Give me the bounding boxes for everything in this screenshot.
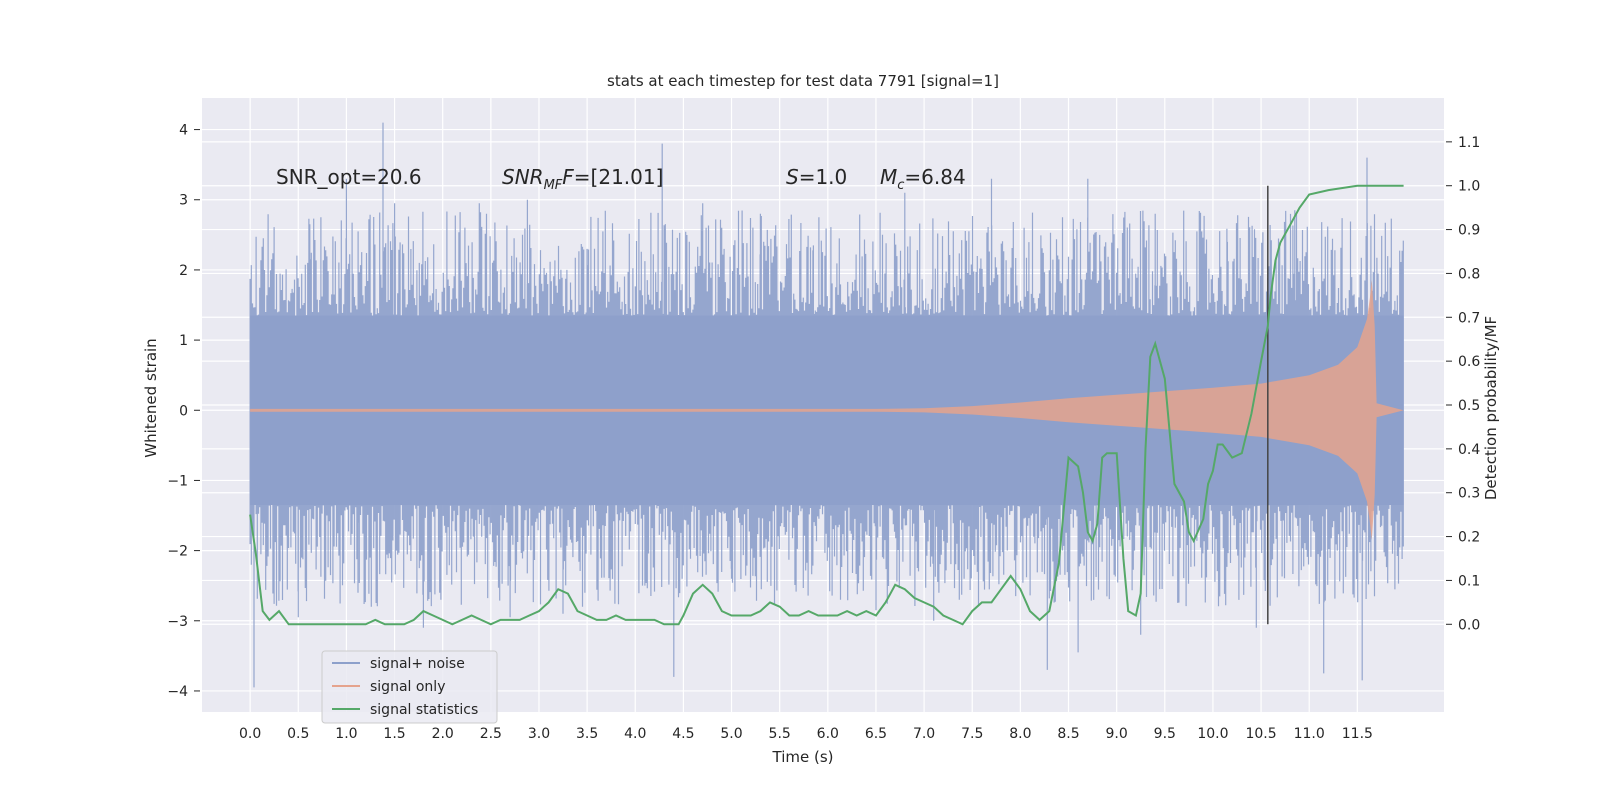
x-tick-label: 11.5 [1342,726,1373,742]
y-tick-label: 1 [179,333,188,349]
x-axis-ticks: 0.0 0.5 1.0 1.5 2.0 2.5 3.0 3.5 4.0 4.5 5.0 5.5 6.0 6… [239,726,1373,742]
x-tick-label: 8.0 [1009,726,1031,742]
annotation-s: S=1.0 [786,165,847,189]
y-right-tick-label: 0.4 [1458,442,1480,458]
y-right-tick-label: 0.8 [1458,266,1480,282]
x-tick-label: 4.5 [672,726,694,742]
x-tick-label: 2.0 [432,726,454,742]
x-tick-label: 6.5 [865,726,887,742]
x-tick-label: 1.5 [383,726,405,742]
x-axis-title: Time (s) [772,748,834,766]
y-right-tick-label: 0.9 [1458,223,1480,239]
y-axis-title: Whitened strain [142,338,160,457]
x-tick-label: 4.0 [624,726,646,742]
x-tick-label: 10.5 [1245,726,1276,742]
x-tick-label: 0.5 [287,726,309,742]
x-tick-label: 5.5 [769,726,791,742]
y-tick-label: −1 [167,473,188,489]
y-tick-label: 4 [179,123,188,139]
y-right-tick-label: 1.1 [1458,135,1480,151]
signal-statistics-line [249,184,1404,626]
y-tick-label: 2 [179,263,188,279]
y-right-tick-label: 0.3 [1458,486,1480,502]
x-tick-label: 3.5 [576,726,598,742]
y-tick-label: −3 [167,614,188,630]
signal-envelope [250,280,1404,541]
legend-label-stats: signal statistics [370,702,478,718]
y-tick-label: −2 [167,544,188,560]
y-right-tick-label: 0.0 [1458,617,1480,633]
x-tick-label: 9.5 [1154,726,1176,742]
x-tick-label: 7.5 [961,726,983,742]
y-right-tick-label: 0.5 [1458,398,1480,414]
x-tick-label: 10.0 [1197,726,1228,742]
y-right-tick-label: 0.1 [1458,573,1480,589]
legend-label-signal: signal only [370,679,445,695]
x-tick-label: 8.5 [1057,726,1079,742]
x-tick-label: 9.0 [1106,726,1128,742]
annotation-snr-mf: SNRMFF=[21.01] [502,165,663,193]
legend-label-noise: signal+ noise [370,656,465,672]
y-right-axis-title: Detection probability/MF [1482,316,1500,500]
legend: signal+ noise signal only signal statist… [321,650,498,724]
x-tick-label: 7.0 [913,726,935,742]
x-tick-label: 6.0 [817,726,839,742]
x-tick-label: 11.0 [1294,726,1325,742]
y-tick-label: 3 [179,193,188,209]
y-axis-ticks: 4 3 2 1 0 −1 −2 −3 −4 [167,123,200,700]
y-right-tick-label: 0.7 [1458,310,1480,326]
chart-title: stats at each timestep for test data 779… [607,72,999,90]
y-right-tick-label: 1.0 [1458,179,1480,195]
y-right-axis-ticks: 1.1 1.0 0.9 0.8 0.7 0.6 0.5 0.4 0.3 0.2 0.1 0.0 [1446,135,1480,633]
x-tick-label: 2.5 [480,726,502,742]
signal-only-band [250,280,1404,541]
y-tick-label: 0 [179,403,188,419]
y-tick-label: −4 [167,684,188,700]
x-tick-label: 0.0 [239,726,261,742]
x-tick-label: 1.0 [335,726,357,742]
annotation-snr-opt: SNR_opt=20.6 [276,165,422,189]
x-tick-label: 5.0 [720,726,742,742]
y-right-tick-label: 0.6 [1458,354,1480,370]
x-tick-label: 3.0 [528,726,550,742]
annotation-mc: Mc=6.84 [880,165,966,193]
y-right-tick-label: 0.2 [1458,530,1480,546]
